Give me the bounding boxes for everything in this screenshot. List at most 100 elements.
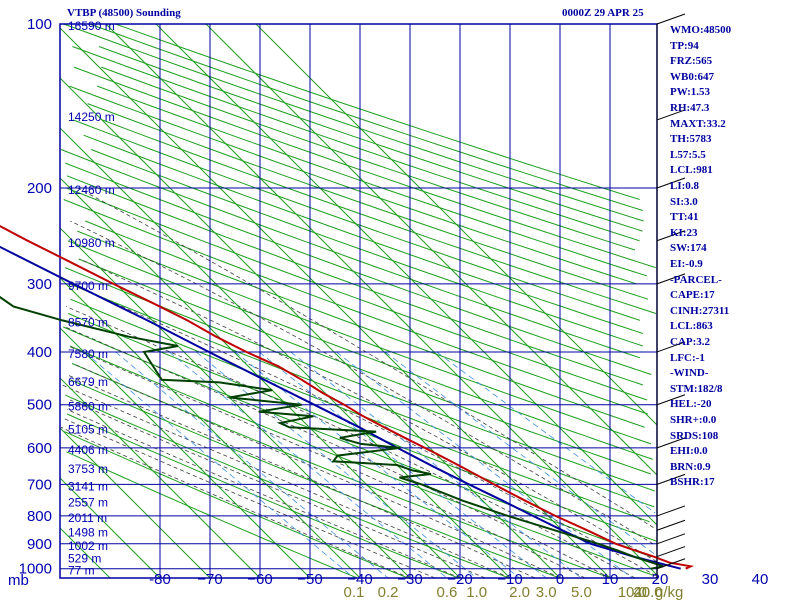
temperature-tick-label: −70: [197, 571, 222, 588]
wind-barb: [656, 341, 686, 353]
height-label: 8570 m: [68, 315, 108, 329]
dry-adiabats: [60, 23, 657, 579]
height-label: 2557 m: [68, 496, 108, 510]
height-label: 1002 m: [68, 539, 108, 553]
dry-adiabat-line: [66, 187, 648, 401]
height-label: 2011 m: [68, 511, 107, 525]
wind-barb: [656, 473, 686, 485]
moist-adiabat-line: [79, 258, 657, 562]
index-value: MAXT:33.2: [670, 117, 726, 130]
isotherm-line: [59, 227, 411, 579]
height-label: 3753 m: [68, 462, 108, 476]
isotherm-line: [59, 27, 611, 579]
index-value: STM:182/8: [670, 382, 723, 395]
dry-adiabat-line: [65, 162, 652, 375]
height-label: 9700 m: [68, 279, 108, 293]
index-value: LFC:-1: [670, 351, 705, 364]
dry-adiabat-line: [97, 85, 647, 277]
isotherm-line: [59, 527, 111, 579]
pressure-tick-label: 200: [27, 180, 52, 197]
temperature-line: [0, 225, 695, 570]
wind-profile: [656, 13, 686, 578]
index-value: LCL:863: [670, 320, 713, 333]
mixing-ratio-line: [234, 351, 520, 579]
wind-barb: [656, 546, 686, 558]
mixing-ratio-line: [436, 351, 656, 514]
dry-adiabat-line: [72, 119, 641, 321]
pressure-grid-lines: [60, 23, 657, 578]
height-label: 1498 m: [68, 525, 108, 539]
pressure-unit-label: mb: [8, 572, 29, 589]
pressure-tick-label: 800: [27, 508, 52, 525]
dry-adiabat-line: [66, 451, 358, 579]
height-label: 14250 m: [68, 110, 115, 124]
index-value: LCL:981: [670, 164, 713, 177]
dry-adiabat-line: [66, 175, 644, 386]
temperature-tick-label: −50: [297, 571, 322, 588]
moist-adiabat-line: [72, 363, 561, 579]
index-value: -WIND-: [670, 367, 709, 380]
height-label: 7580 m: [68, 347, 108, 361]
dry-adiabat-line: [63, 326, 652, 558]
mixing-ratio-tick-label: 0.6: [437, 584, 458, 600]
moist-adiabat-line: [66, 374, 536, 579]
parcel-line: [0, 245, 681, 570]
index-value: WMO:48500: [670, 24, 732, 36]
mixing-ratio-tick-label: 0.1: [344, 584, 365, 600]
sounding-time: 0000Z 29 APR 25: [562, 7, 644, 19]
wind-barb: [656, 230, 686, 242]
wind-barb: [656, 109, 686, 121]
mixing-ratio-tick-label: 0.2: [378, 584, 399, 600]
mixing-ratio-unit: g/kg: [655, 584, 683, 600]
height-label: 12460 m: [68, 183, 115, 197]
wind-barb: [656, 177, 686, 189]
index-value: CAP:3.2: [670, 336, 711, 348]
pressure-tick-label: 900: [27, 536, 52, 553]
index-value: -PARCEL-: [670, 273, 722, 286]
temperature-tick-label: −20: [447, 571, 472, 588]
dry-adiabat-line: [98, 46, 643, 232]
isotherm-line: [105, 23, 658, 576]
index-value: TP:94: [670, 39, 699, 52]
index-value: EHI:0.0: [670, 445, 708, 458]
dry-adiabat-line: [90, 149, 643, 347]
height-label: 77 m: [68, 564, 95, 578]
moist-adiabat-line: [67, 345, 586, 579]
mixing-ratio-line: [290, 351, 582, 579]
temperature-tick-label: 30: [702, 571, 719, 588]
height-labels: 16590 m 14250 m 12460 m 10980 m 9700 m 8570 m…: [68, 19, 115, 578]
height-label: 10980 m: [68, 236, 115, 250]
isotherm-line: [59, 477, 161, 579]
dry-adiabat-line: [69, 85, 637, 285]
index-value: TH:5783: [670, 133, 712, 146]
index-value: RH:47.3: [670, 102, 710, 114]
wind-barb: [656, 273, 686, 285]
pressure-tick-label: 600: [27, 440, 52, 457]
dry-adiabat-line: [69, 283, 655, 508]
index-value: SRDS:108: [670, 429, 719, 442]
dry-adiabat-line: [77, 230, 652, 445]
height-label: 16590 m: [68, 19, 115, 33]
dry-adiabat-line: [60, 149, 641, 359]
dry-adiabat-line: [101, 119, 657, 314]
mixing-ratio-tick-label: 40.0: [633, 584, 662, 600]
wind-barb: [656, 505, 686, 517]
height-label: 6679 m: [68, 375, 108, 389]
dry-adiabat-line: [87, 103, 649, 300]
index-value: CAPE:17: [670, 289, 715, 302]
mixing-ratio-tick-label: 10.0: [618, 584, 647, 600]
index-value: CINH:27311: [670, 304, 730, 317]
temperature-tick-label: −30: [397, 571, 422, 588]
mixing-ratio-tick-label: 3.0: [536, 584, 557, 600]
dry-adiabat-line: [78, 258, 651, 475]
mixing-ratio-line: [196, 351, 477, 579]
moist-adiabat-line: [62, 384, 511, 579]
height-label: 4406 m: [68, 443, 108, 457]
pressure-tick-label: 400: [27, 344, 52, 361]
pressure-tick-label: 700: [27, 476, 52, 493]
index-value: LI:0.8: [670, 180, 700, 192]
temperature-tick-label: −60: [247, 571, 272, 588]
isotherm-line: [255, 23, 658, 426]
dry-adiabat-line: [115, 23, 640, 200]
moist-adiabat-line: [63, 418, 436, 579]
